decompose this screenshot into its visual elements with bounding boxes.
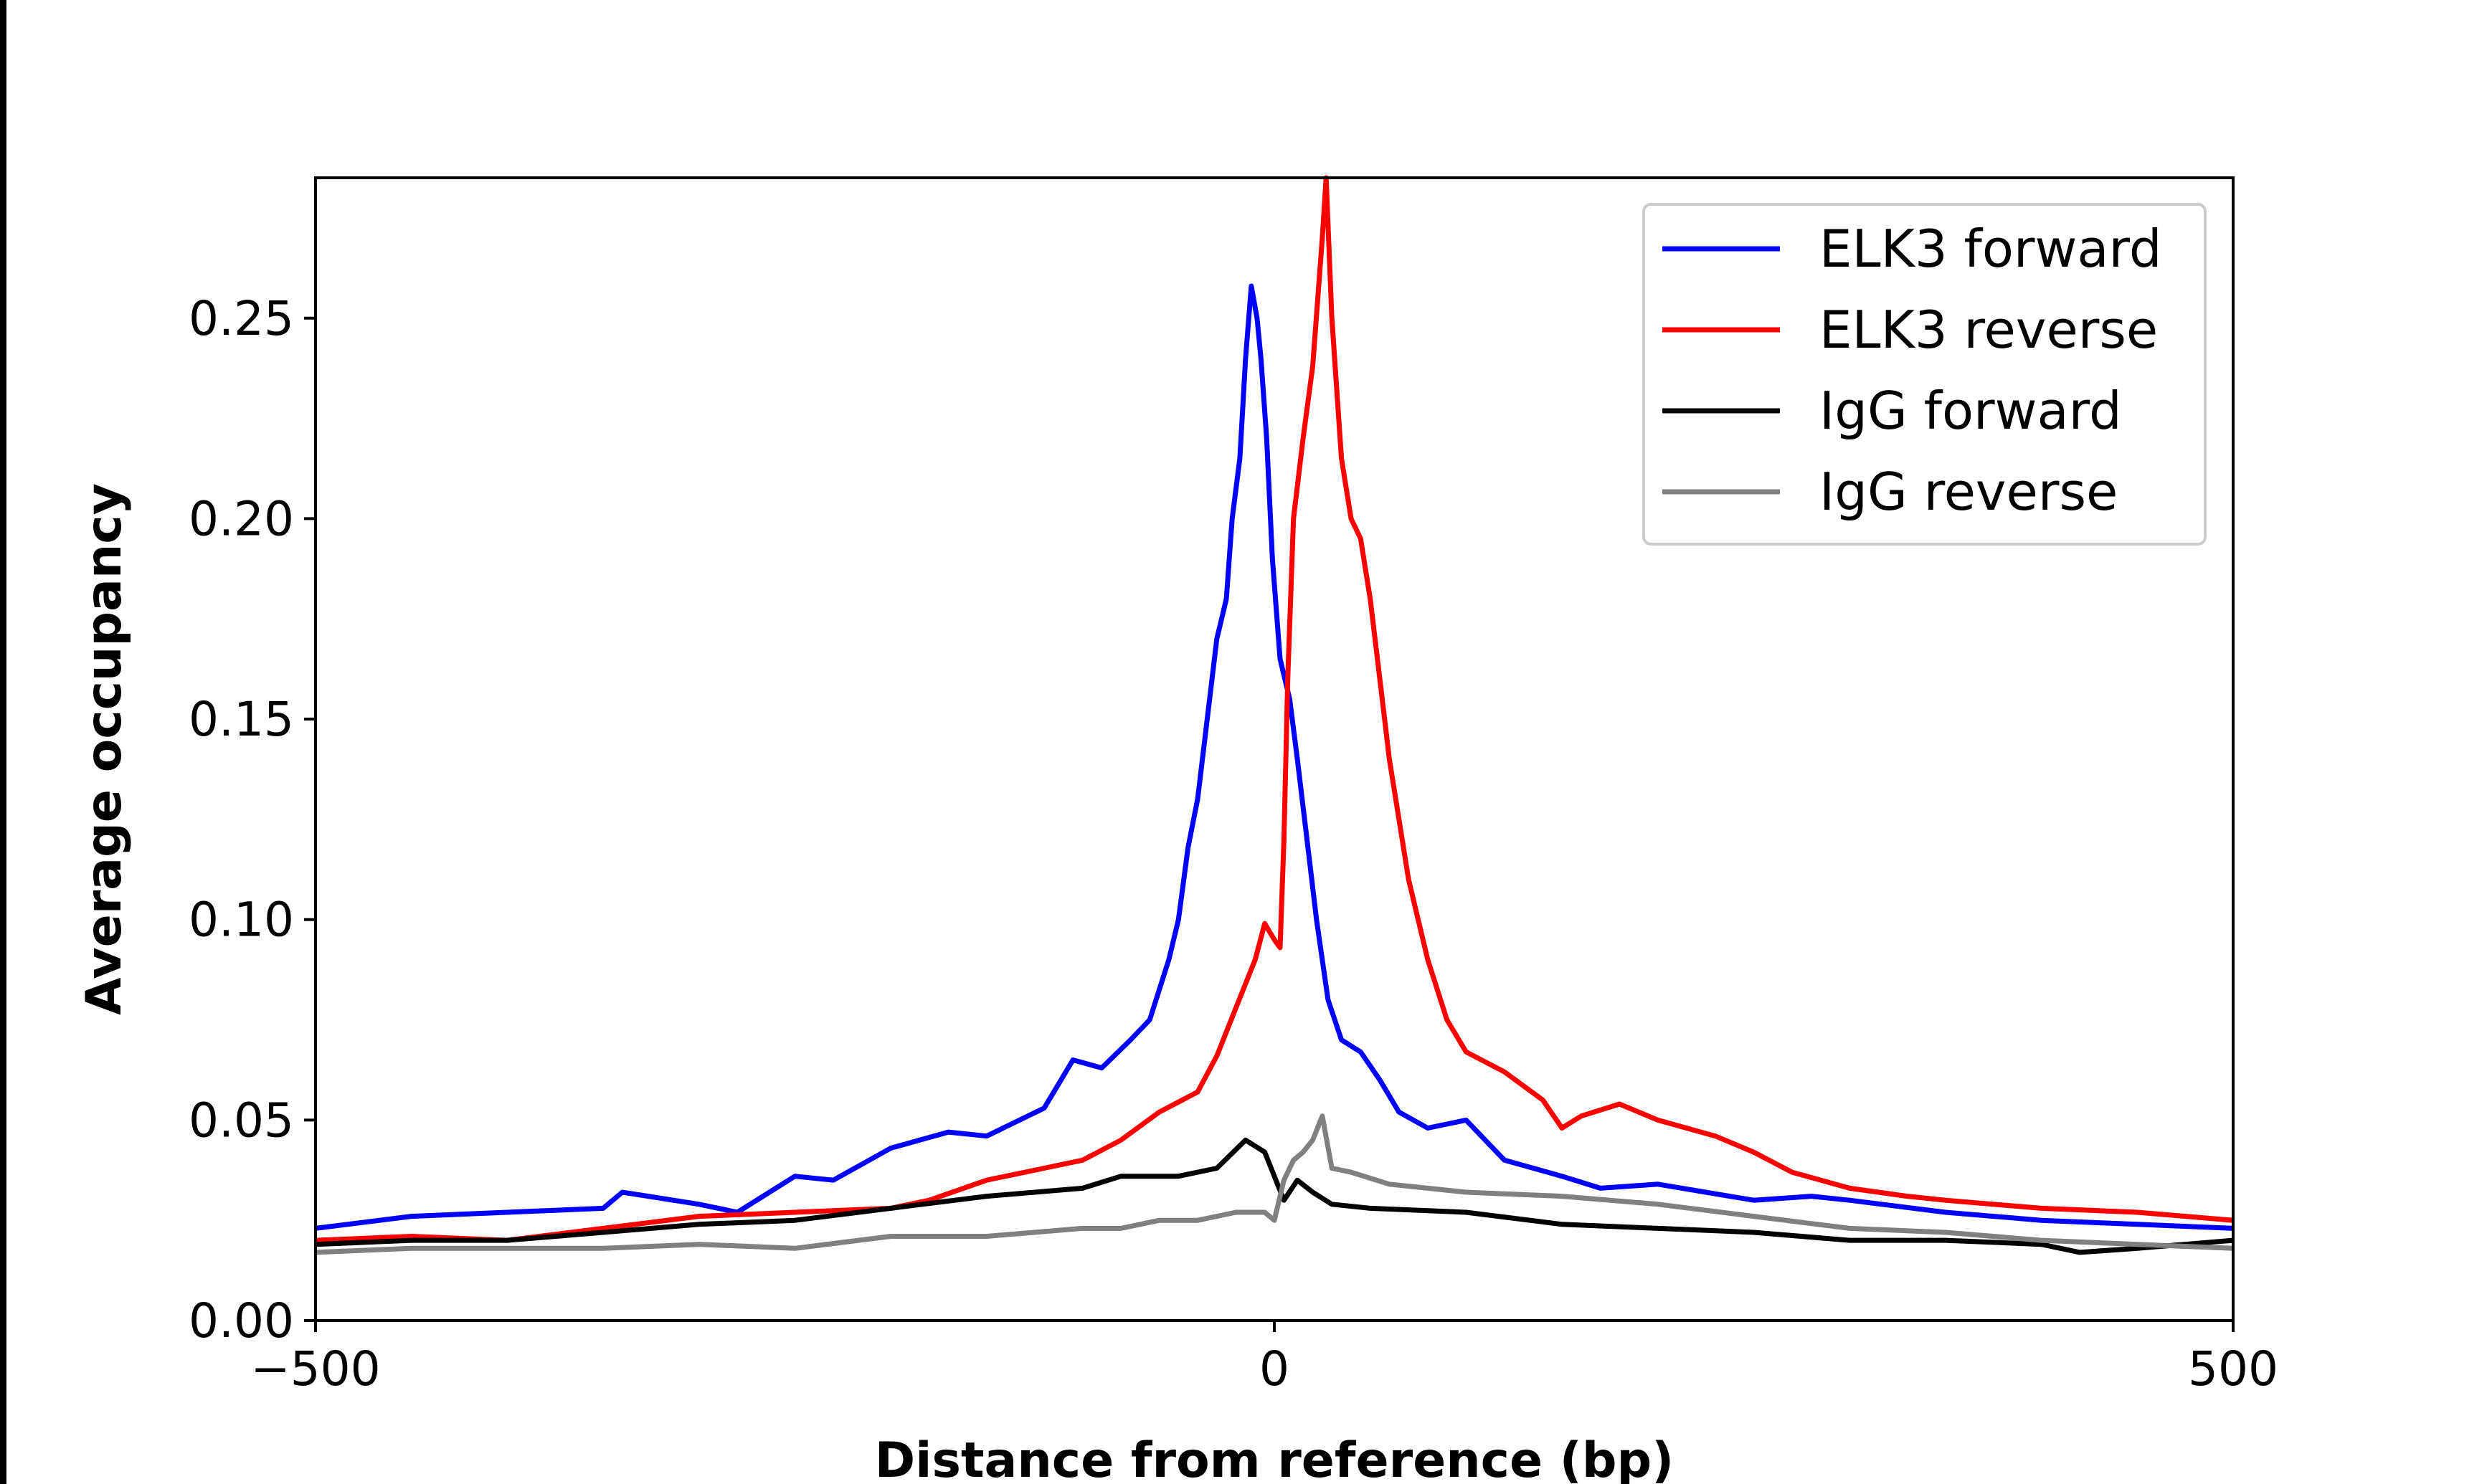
x-axis-label: Distance from reference (bp)	[875, 1432, 1674, 1484]
y-tick-label: 0.20	[189, 491, 294, 546]
y-tick-label: 0.05	[189, 1093, 294, 1148]
y-axis-label: Average occupancy	[76, 483, 133, 1015]
x-axis: −500 0 500	[250, 1321, 2278, 1397]
y-axis: 0.00 0.05 0.10 0.15 0.20 0.25	[189, 291, 316, 1349]
legend-label: IgG forward	[1819, 381, 2122, 441]
legend: ELK3 forward ELK3 reverse IgG forward IgG r…	[1642, 203, 2207, 546]
series-line-elk3-forward	[315, 283, 2234, 1231]
y-tick-label: 0.00	[189, 1293, 294, 1349]
series-layer	[315, 175, 2234, 1255]
x-tick-label: 0	[1259, 1341, 1289, 1397]
series-line-igg-reverse	[315, 1113, 2234, 1255]
y-tick-label: 0.10	[189, 893, 294, 948]
y-tick-label: 0.15	[189, 692, 294, 747]
series-line-igg-forward	[315, 1137, 2234, 1255]
left-edge-bar	[0, 0, 6, 1484]
y-tick-label: 0.25	[189, 291, 294, 346]
x-tick-label: 500	[2188, 1341, 2278, 1397]
legend-label: IgG reverse	[1819, 462, 2118, 522]
legend-label: ELK3 reverse	[1819, 300, 2158, 360]
x-tick-label: −500	[250, 1341, 380, 1397]
legend-label: ELK3 forward	[1819, 219, 2162, 279]
legend-box	[1642, 203, 2207, 546]
